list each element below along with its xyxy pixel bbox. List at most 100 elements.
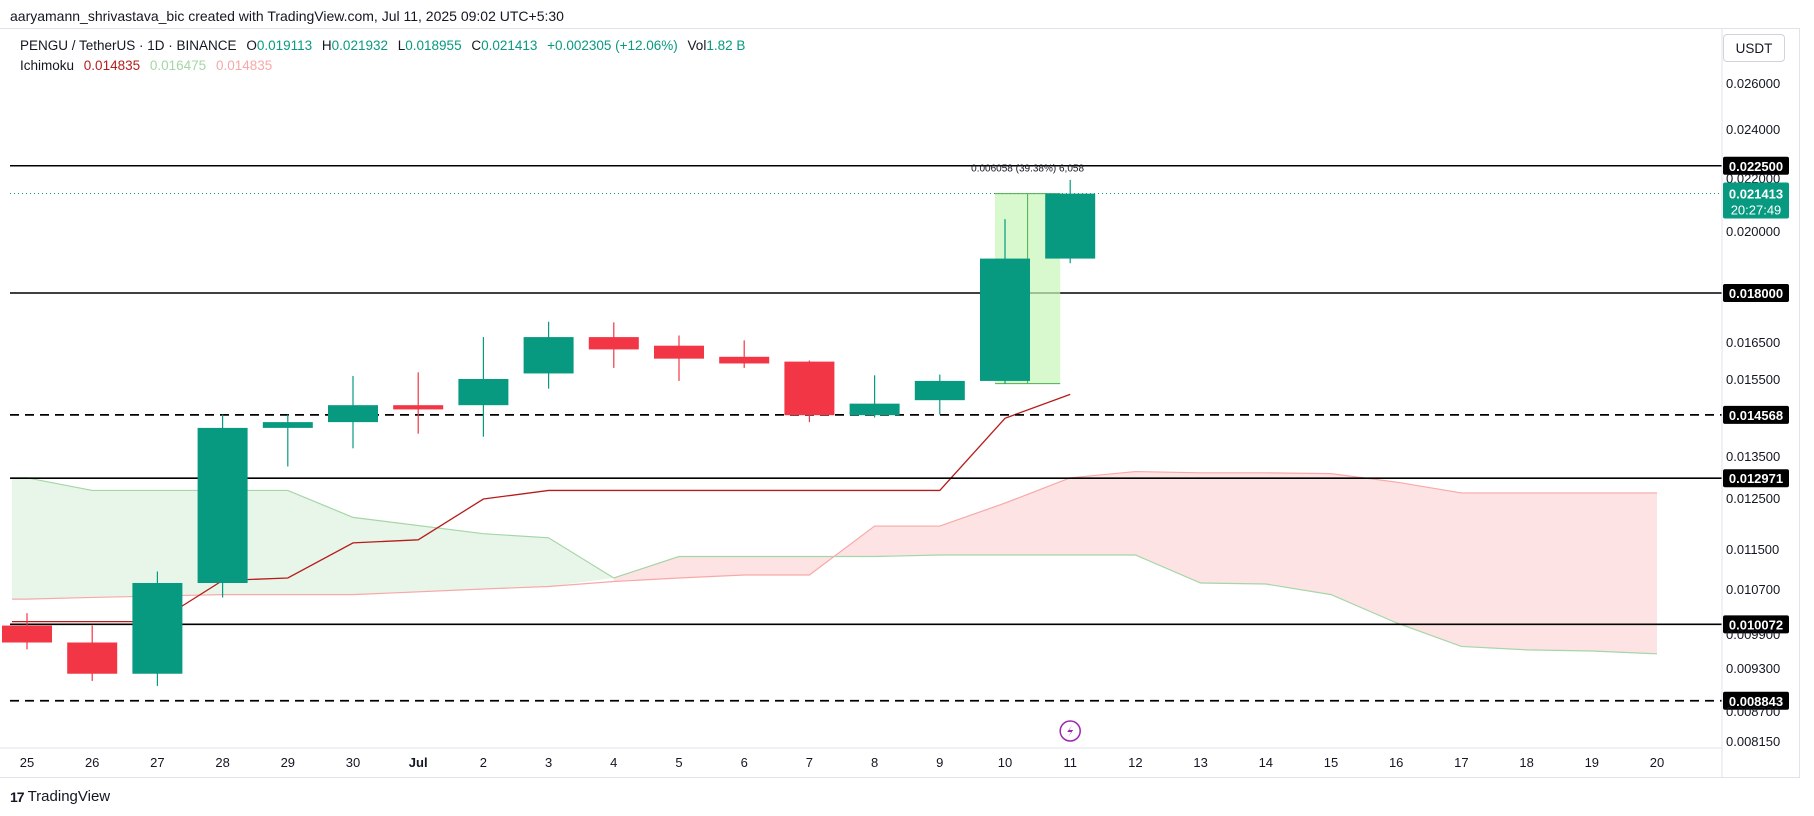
- x-axis-tick-label: 29: [281, 755, 295, 770]
- y-axis-tick-label: 0.020000: [1726, 224, 1780, 239]
- y-axis-tick-label: 0.022000: [1726, 171, 1780, 186]
- ichimoku-span-b-line: [12, 470, 1657, 600]
- ichimoku-span-a-line: [12, 477, 1658, 655]
- x-axis-tick-label: 7: [806, 755, 813, 770]
- x-axis-tick-label: 6: [741, 755, 748, 770]
- measure-range-label: 0.006058 (39.38%) 6,058: [971, 164, 1084, 175]
- candle-body: [784, 361, 835, 416]
- candle-body: [523, 337, 574, 374]
- tradingview-logo-icon: 17: [10, 788, 25, 805]
- price-level-tag: [1723, 691, 1789, 710]
- y-axis-tick-label: 0.026000: [1726, 76, 1780, 91]
- x-axis-tick-label: 18: [1519, 755, 1533, 770]
- chart-frame: [0, 28, 1800, 778]
- x-axis-tick-label: 4: [610, 755, 617, 770]
- x-axis-tick-label: 17: [1454, 755, 1468, 770]
- x-axis-tick-label: 3: [545, 755, 552, 770]
- open-value: 0.019113: [256, 38, 313, 53]
- candle-body: [654, 345, 704, 359]
- candle-body: [588, 337, 639, 350]
- ichimoku-tenkan-line: [12, 393, 1071, 623]
- ichimoku-cloud-bullish: [12, 477, 614, 600]
- x-axis-tick-label: 25: [20, 755, 34, 770]
- high-label: H: [321, 38, 332, 53]
- tradingview-logo[interactable]: 17 TradingView: [10, 788, 110, 805]
- low-label: L: [397, 38, 406, 53]
- symbol-legend: PENGU / TetherUS · 1D · BINANCE O0.01911…: [20, 38, 745, 53]
- y-axis-tick-label: 0.011500: [1726, 542, 1779, 557]
- x-axis-tick-label: 16: [1389, 755, 1403, 770]
- x-axis-tick-label: 5: [675, 755, 682, 770]
- price-level-tag-label: 0.012971: [1729, 471, 1783, 486]
- x-axis-tick-label: 15: [1324, 755, 1338, 770]
- y-axis-tick-label: 0.008700: [1726, 704, 1780, 719]
- x-axis-tick-label: 19: [1585, 755, 1599, 770]
- price-countdown-label: 20:27:49: [1731, 203, 1782, 218]
- x-axis-tick-label: 28: [215, 755, 229, 770]
- x-axis-tick-label: 8: [871, 755, 878, 770]
- price-level-tag-label: 0.022500: [1729, 159, 1783, 174]
- y-axis-tick-label: 0.010700: [1726, 582, 1780, 597]
- price-level-tag-label: 0.010072: [1729, 617, 1783, 632]
- candle-body: [132, 583, 183, 674]
- x-axis-tick-label: 26: [85, 755, 99, 770]
- y-axis-tick-label: 0.024000: [1726, 122, 1780, 137]
- ichimoku-cloud-bearish: [613, 471, 1657, 654]
- low-value: 0.018955: [405, 38, 462, 53]
- symbol-name[interactable]: PENGU / TetherUS · 1D · BINANCE: [20, 38, 237, 53]
- ichimoku-legend[interactable]: Ichimoku 0.014835 0.016475 0.014835: [20, 58, 272, 73]
- chart-credit: aaryamann_shrivastava_bic created with T…: [10, 8, 564, 24]
- x-axis-tick-label: 10: [998, 755, 1012, 770]
- current-price-tag: [1723, 182, 1789, 219]
- x-axis-tick-label: 2: [480, 755, 487, 770]
- ichimoku-span-a-value: 0.016475: [149, 58, 207, 73]
- current-price-tag-label: 0.021413: [1729, 187, 1783, 202]
- x-axis-tick-label: 13: [1193, 755, 1207, 770]
- close-label: C: [471, 38, 482, 53]
- close-value: 0.021413: [481, 38, 538, 53]
- x-axis-tick-label: 14: [1259, 755, 1273, 770]
- x-axis-tick-label: 12: [1128, 755, 1142, 770]
- y-axis-tick-label: 0.009900: [1726, 627, 1780, 642]
- volume-label: Vol: [687, 38, 707, 53]
- y-axis-tick-label: 0.009300: [1726, 661, 1780, 676]
- ichimoku-label: Ichimoku: [20, 58, 75, 73]
- candle-body: [2, 625, 52, 643]
- y-axis-tick-label: 0.016500: [1726, 335, 1780, 350]
- ichimoku-tenkan-value: 0.014835: [83, 58, 141, 73]
- events-flash-bolt: [1067, 725, 1074, 737]
- change-value: +0.002305 (+12.06%): [547, 38, 678, 53]
- x-axis-tick-label: Jul: [409, 755, 428, 770]
- candle-body: [328, 405, 378, 423]
- candle-body: [458, 379, 509, 406]
- candle-body: [849, 403, 900, 416]
- price-level-tag-label: 0.014568: [1729, 408, 1783, 423]
- candle-body: [719, 356, 770, 364]
- price-level-tag-label: 0.008843: [1729, 694, 1783, 709]
- volume-value: 1.82 B: [706, 38, 746, 53]
- y-axis-tick-label: 0.008150: [1726, 734, 1780, 749]
- candle-body: [980, 258, 1030, 381]
- currency-button[interactable]: USDT: [1723, 34, 1785, 62]
- open-label: O: [246, 38, 257, 53]
- events-flash-icon: [1059, 720, 1081, 742]
- candle-body: [914, 380, 965, 401]
- candle-body: [1045, 193, 1096, 259]
- price-level-tag: [1723, 405, 1789, 424]
- y-axis-tick-label: 0.013500: [1726, 449, 1780, 464]
- x-axis-tick-label: 30: [346, 755, 360, 770]
- x-axis-tick-label: 20: [1650, 755, 1664, 770]
- candle-body: [262, 422, 313, 428]
- price-level-tag: [1723, 469, 1789, 488]
- candle-body: [67, 642, 118, 674]
- candle-body: [197, 427, 248, 583]
- y-axis-tick-label: 0.015500: [1726, 372, 1780, 387]
- tradingview-brand: TradingView: [27, 788, 111, 805]
- candle-body: [393, 405, 444, 410]
- price-level-tag: [1723, 615, 1789, 634]
- ichimoku-span-b-value: 0.014835: [215, 58, 273, 73]
- x-axis-tick-label: 9: [936, 755, 943, 770]
- x-axis-tick-label: 11: [1063, 755, 1077, 770]
- high-value: 0.021932: [331, 38, 388, 53]
